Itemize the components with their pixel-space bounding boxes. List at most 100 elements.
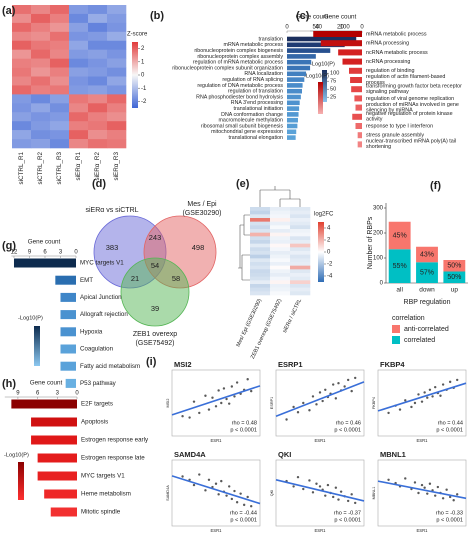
bar — [287, 65, 311, 71]
heatmap-cell — [50, 67, 70, 77]
bar — [320, 40, 362, 47]
heatmap-cell — [12, 94, 32, 104]
heatmap-cell — [250, 243, 271, 248]
point — [428, 388, 432, 391]
heatmap-cell — [290, 287, 311, 292]
panel-label: (e) — [236, 178, 250, 190]
heatmap-cell — [50, 13, 70, 24]
x-tick-label: 12 — [11, 250, 18, 256]
point — [448, 380, 452, 384]
category-label: transforming growth factor beta receptor… — [366, 84, 462, 96]
category-label: mitochondrial gene expression — [211, 129, 283, 135]
annotation: rho = -0.44 — [230, 510, 257, 516]
point — [308, 479, 311, 482]
category-label: Mitotic spindle — [81, 509, 121, 516]
point — [324, 388, 327, 391]
heatmap-cell — [12, 130, 32, 140]
category-label: P53 pathway — [80, 380, 117, 387]
heatmap-cell — [12, 103, 32, 113]
category-label: Allograft rejection — [80, 311, 128, 318]
plot-frame — [275, 459, 365, 527]
heatmap-cell — [107, 22, 127, 33]
heatmap-cell — [270, 210, 291, 215]
category-label: Apical Junction — [80, 294, 122, 301]
heatmap-cell — [270, 258, 291, 263]
category-label: ribonucleoprotein complex assembly — [197, 54, 283, 60]
plot-frame — [275, 369, 365, 437]
legend-label: correlated — [404, 337, 435, 344]
colorbar-tick-label: 1 — [141, 59, 145, 65]
point — [292, 485, 295, 488]
y-axis-title: SAMD4A — [166, 485, 170, 501]
heatmap-cell — [250, 240, 271, 244]
point — [441, 383, 445, 386]
bar — [287, 77, 305, 82]
y-tick-label: 200 — [373, 231, 384, 237]
bar — [287, 94, 301, 100]
venn-set — [120, 257, 190, 327]
point — [242, 503, 246, 507]
point — [354, 501, 357, 505]
bar — [287, 129, 297, 135]
heatmap-cell — [69, 31, 89, 42]
point — [318, 391, 322, 394]
category-label: Estrogen response early — [81, 437, 149, 444]
region-count: 58 — [172, 274, 180, 283]
heatmap-cell — [107, 139, 127, 149]
bar-segment — [416, 246, 438, 263]
panel-label: (f) — [430, 180, 441, 192]
heatmap-cell — [88, 13, 108, 24]
point — [346, 378, 350, 382]
category-label: RNA localization — [244, 71, 283, 77]
heatmap-cell — [290, 207, 311, 211]
region-count: 498 — [192, 243, 205, 252]
axis-title: Gene count — [30, 380, 63, 387]
category-label: regulation of RNA splicing — [222, 77, 283, 83]
heatmap-cell — [270, 236, 291, 241]
x-axis-title: ESR1 — [211, 528, 223, 533]
heatmap-cell — [107, 13, 127, 24]
point — [404, 477, 407, 480]
bar — [351, 86, 362, 93]
y-axis-title: ESRP1 — [270, 397, 274, 409]
heatmap-cell — [69, 13, 89, 24]
point — [198, 473, 201, 476]
point — [233, 395, 236, 398]
category-label: Heme metabolism — [81, 491, 131, 498]
colorbar-tick-label: 50 — [330, 87, 336, 93]
bar — [357, 132, 362, 139]
category-label: translational elongation — [229, 135, 284, 141]
heatmap-cell — [69, 121, 89, 131]
heatmap-cell — [250, 254, 271, 259]
heatmap-cell — [270, 265, 291, 270]
point — [292, 405, 295, 409]
colorbar — [318, 222, 324, 282]
category-label: mRNA metabolic process — [366, 31, 427, 37]
heatmap-cell — [88, 103, 108, 113]
heatmap-cell — [107, 103, 127, 113]
category-label: stress granule assembly — [366, 133, 424, 139]
colorbar-tick-label: 0 — [327, 250, 331, 256]
heatmap-cell — [250, 280, 271, 285]
heatmap-cell — [88, 49, 108, 59]
column-label: siCTRL_R2 — [37, 152, 44, 185]
x-tick-label: 6 — [43, 250, 47, 256]
point — [308, 409, 311, 412]
category-label: production of miRNAs involved in gene sil… — [366, 102, 459, 114]
heatmap-cell — [12, 49, 32, 59]
heatmap-cell — [250, 225, 271, 230]
heatmap-cell — [270, 273, 291, 277]
column-label: siCTRL_R3 — [56, 152, 63, 185]
heatmap-cell — [31, 130, 51, 140]
heatmap-cell — [31, 94, 51, 104]
bar — [44, 489, 77, 499]
heatmap-cell — [31, 49, 51, 59]
panel-label: (g) — [2, 240, 16, 252]
heatmap-cell — [290, 225, 311, 230]
heatmap-cell — [88, 67, 108, 77]
point — [207, 478, 211, 481]
point — [434, 494, 437, 497]
colorbar-title: log2FC — [314, 212, 334, 218]
heatmap-cell — [31, 112, 51, 122]
point — [448, 495, 452, 499]
